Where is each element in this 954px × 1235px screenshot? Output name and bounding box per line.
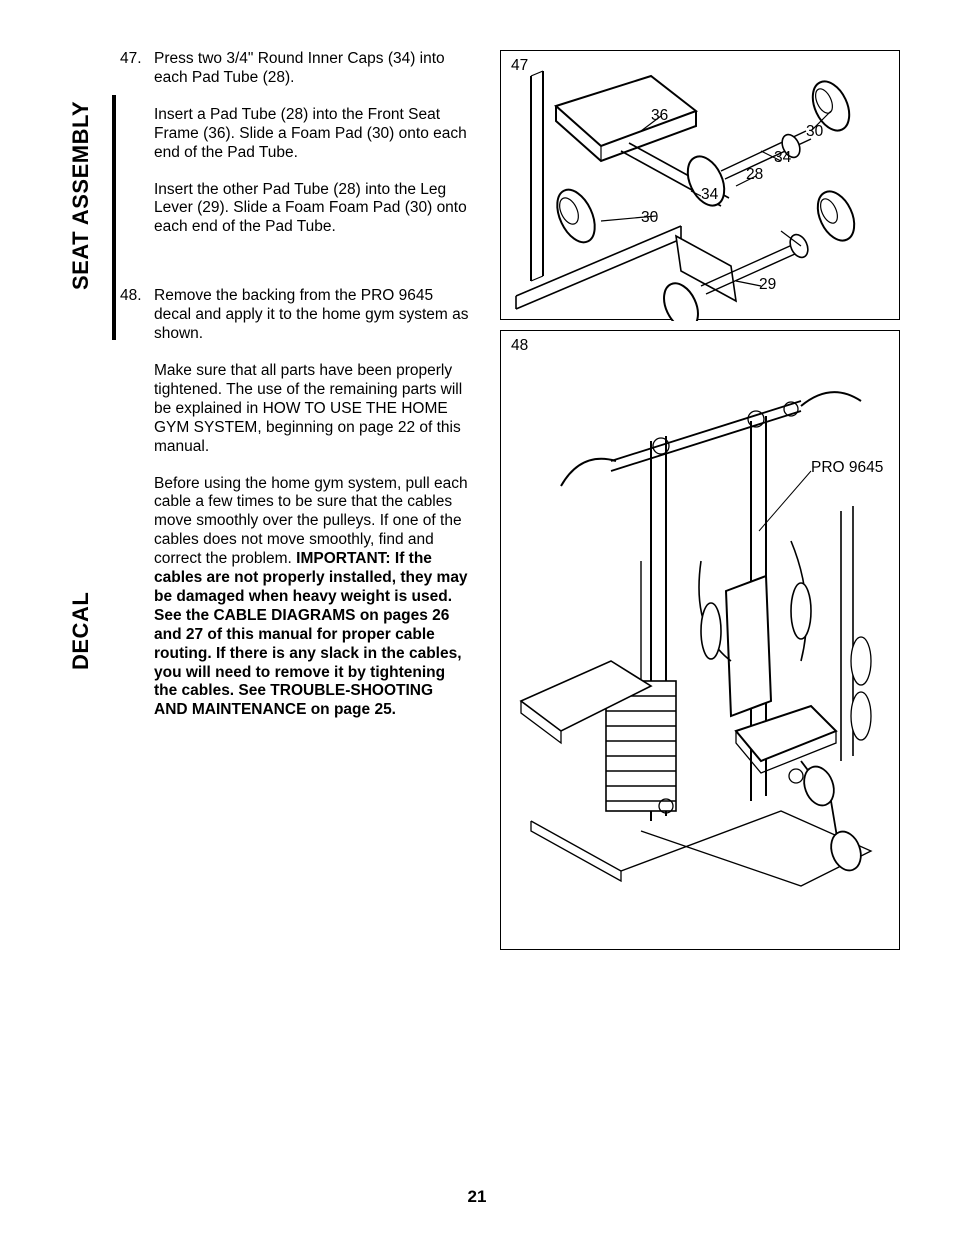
figure-48-drawing bbox=[501, 331, 901, 951]
step-body: Remove the backing from the PRO 9645 dec… bbox=[154, 287, 470, 720]
page-number: 21 bbox=[0, 1187, 954, 1207]
sidebar: SEAT ASSEMBLY DECAL bbox=[50, 50, 90, 670]
figures-column: 47 bbox=[500, 50, 900, 950]
step-47: 47. Press two 3/4" Round Inner Caps (34)… bbox=[120, 50, 470, 237]
step-48-p3: Before using the home gym system, pull e… bbox=[154, 475, 470, 721]
step-number: 48. bbox=[120, 287, 154, 720]
figure-47: 47 bbox=[500, 50, 900, 320]
callout-34-a: 34 bbox=[774, 149, 791, 167]
sidebar-label-decal: DECAL bbox=[68, 592, 94, 670]
step-48-p1: Remove the backing from the PRO 9645 dec… bbox=[154, 287, 470, 344]
callout-30-a: 30 bbox=[806, 123, 823, 141]
step-48: 48. Remove the backing from the PRO 9645… bbox=[120, 287, 470, 720]
callout-36: 36 bbox=[651, 107, 668, 125]
sidebar-label-seat: SEAT ASSEMBLY bbox=[68, 101, 94, 290]
callout-30-b: 30 bbox=[641, 209, 658, 227]
callout-28: 28 bbox=[746, 166, 763, 184]
step-47-p1: Press two 3/4" Round Inner Caps (34) int… bbox=[154, 50, 470, 88]
step-47-p2: Insert a Pad Tube (28) into the Front Se… bbox=[154, 106, 470, 163]
decal-label: PRO 9645 bbox=[811, 459, 883, 477]
step-47-p3: Insert the other Pad Tube (28) into the … bbox=[154, 181, 470, 238]
sidebar-rule-seat bbox=[112, 95, 116, 340]
step-number: 47. bbox=[120, 50, 154, 237]
callout-34-b: 34 bbox=[701, 186, 718, 204]
callout-29: 29 bbox=[759, 276, 776, 294]
instruction-column: 47. Press two 3/4" Round Inner Caps (34)… bbox=[120, 50, 470, 738]
step-body: Press two 3/4" Round Inner Caps (34) int… bbox=[154, 50, 470, 237]
figure-48: 48 bbox=[500, 330, 900, 950]
step-48-p2: Make sure that all parts have been prope… bbox=[154, 362, 470, 457]
step-48-p3b: IMPORTANT: If the cables are not properl… bbox=[154, 550, 468, 718]
